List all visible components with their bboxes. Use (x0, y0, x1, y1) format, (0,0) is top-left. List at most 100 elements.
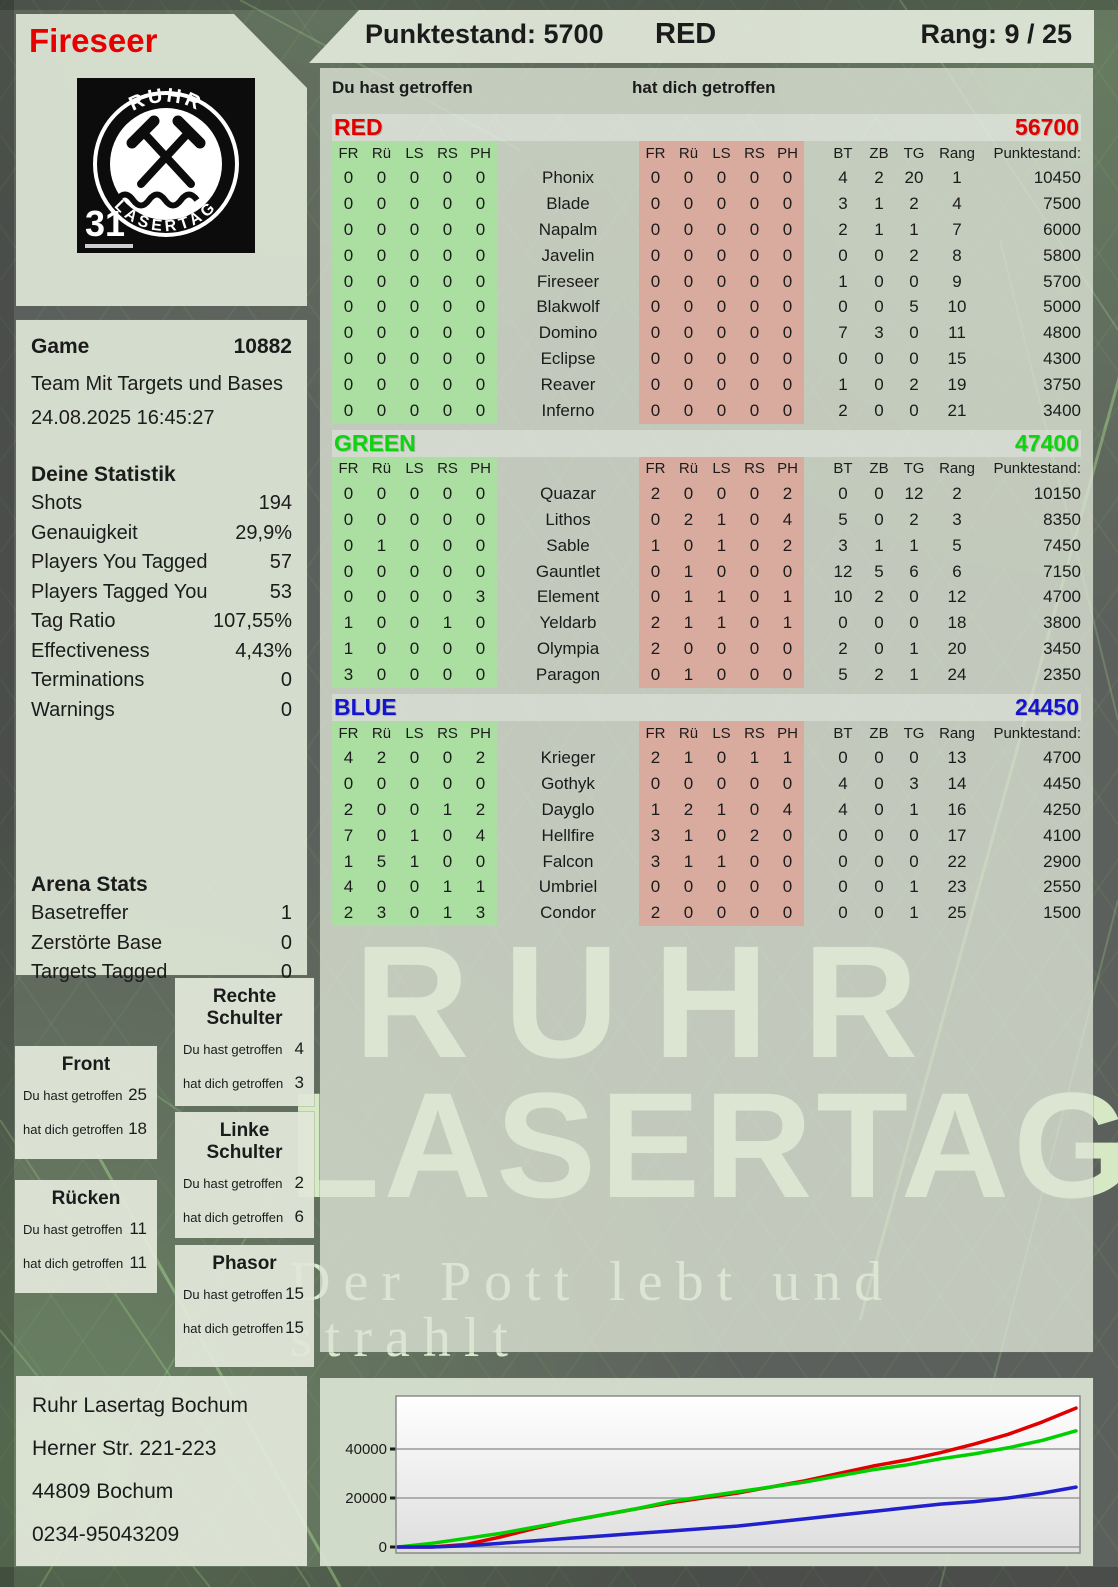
player-name: Fireseer (29, 22, 158, 59)
score-chart-panel: 0 20000 40000 (320, 1378, 1093, 1566)
dich-hit-cell: 0 (738, 480, 771, 507)
hit-column-header: LS (398, 721, 431, 746)
score-chart: 0 20000 40000 (345, 1395, 1081, 1556)
dich-hit-cell: 0 (672, 216, 705, 243)
dich-hit-cell: 1 (639, 532, 672, 559)
tg-cell: 1 (909, 903, 919, 923)
zb-cell: 2 (874, 587, 884, 607)
bt-cell: 2 (838, 639, 848, 659)
rang-cell: 3 (952, 509, 962, 529)
du-hast-getroffen-label: Du hast getroffen (332, 78, 473, 97)
bt-cell: 10 (833, 587, 853, 607)
punktestand-cell: 5700 (1043, 271, 1081, 291)
dich-hit-cell: 0 (639, 268, 672, 295)
du-hit-cell: 0 (332, 165, 365, 191)
du-hit-cell: 0 (332, 268, 365, 295)
rang-cell: 2 (952, 483, 962, 503)
du-hit-cell: 0 (365, 822, 398, 849)
player-row: 4 0 0 1 1 Umbriel 0 0 0 0 0 0 0 1 23 2550 (332, 874, 1081, 901)
du-hit-cell: 0 (398, 532, 431, 559)
bt-cell: 0 (838, 877, 848, 897)
rang-cell: 7 (952, 219, 962, 239)
du-hit-cell: 0 (365, 506, 398, 533)
dich-hit-cell: 0 (639, 506, 672, 533)
score-line-green (396, 1429, 1078, 1549)
zb-cell: 0 (874, 903, 884, 923)
zb-cell: 0 (874, 483, 884, 503)
dich-hit-cell: 0 (672, 165, 705, 191)
hit-column-header: Rü (365, 721, 398, 746)
hit-zone-front: Front Du hast getroffen 25 hat dich getro… (15, 1046, 157, 1159)
stat-column-header: ZB (869, 460, 889, 478)
player-row: 0 0 0 0 0 Blakwolf 0 0 0 0 0 0 0 5 10 5000 (332, 294, 1081, 321)
player-name-cell: Hellfire (541, 825, 595, 845)
rang-cell: 18 (947, 613, 967, 633)
rang-cell: 13 (947, 747, 967, 767)
player-name-cell: Falcon (542, 851, 594, 871)
du-hit-cell: 0 (332, 294, 365, 321)
dich-hit-cell: 0 (771, 874, 804, 901)
dich-hit-cell: 0 (771, 398, 804, 424)
du-hit-cell: 0 (464, 242, 497, 269)
hit-column-header: FR (332, 141, 365, 165)
dich-hit-cell: 1 (771, 584, 804, 611)
punktestand-cell: 10150 (1033, 483, 1081, 503)
player-name-cell: Inferno (541, 400, 595, 420)
tg-cell: 0 (909, 747, 919, 767)
zb-cell: 0 (874, 825, 884, 845)
rang-cell: 25 (947, 903, 967, 923)
du-hit-cell: 0 (464, 636, 497, 663)
player-row: 0 0 0 0 0 Gothyk 0 0 0 0 0 4 0 3 14 4450 (332, 770, 1081, 797)
dich-hit-cell: 0 (672, 874, 705, 901)
team-header: BLUE 24450 (332, 694, 1081, 722)
hit-column-header: FR (639, 456, 672, 481)
dich-hit-cell: 0 (705, 874, 738, 901)
tg-cell: 5 (909, 297, 919, 317)
hit-column-header: Rü (365, 456, 398, 481)
du-hit-cell: 0 (431, 636, 464, 663)
stat-row: Terminations 0 (31, 669, 292, 691)
du-hit-cell: 0 (464, 294, 497, 321)
hit-column-header: LS (398, 456, 431, 481)
bt-cell: 3 (838, 193, 848, 213)
punktestand-cell: 4300 (1043, 349, 1081, 369)
team-total: 24450 (1015, 694, 1079, 721)
bt-cell: 0 (838, 613, 848, 633)
bt-cell: 12 (833, 561, 853, 581)
du-hit-cell: 4 (332, 874, 365, 901)
dich-hit-cell: 3 (639, 822, 672, 849)
punktestand-cell: 5000 (1043, 297, 1081, 317)
player-name-cell: Element (536, 587, 600, 607)
stat-column-header: Rang (939, 460, 975, 478)
zb-cell: 0 (874, 639, 884, 659)
team-section-blue: BLUE 24450 FR Rü LS RS PH FR Rü LS RS PH BT ZB TG Rang P… (332, 694, 1081, 927)
dich-hit-cell: 0 (738, 796, 771, 823)
club-logo: RUHR LASERTAG 31 (77, 78, 255, 253)
du-hit-cell: 0 (398, 268, 431, 295)
punktestand-cell: 3400 (1043, 400, 1081, 420)
dich-hit-cell: 0 (705, 165, 738, 191)
du-hit-cell: 0 (332, 584, 365, 611)
badge-number: 31 (85, 203, 125, 244)
dich-hit-cell: 1 (705, 532, 738, 559)
dich-hit-cell: 2 (639, 480, 672, 507)
player-name-cell: Domino (538, 323, 598, 343)
dich-hit-cell: 0 (738, 294, 771, 321)
hit-zone-ruecken: Rücken Du hast getroffen 11 hat dich getr… (15, 1180, 157, 1293)
punktestand-cell: 4100 (1043, 825, 1081, 845)
du-hit-cell: 0 (431, 190, 464, 217)
hit-column-header: Rü (365, 141, 398, 165)
du-hit-cell: 0 (365, 480, 398, 507)
dich-hit-cell: 0 (771, 558, 804, 585)
bt-cell: 7 (838, 323, 848, 343)
du-hit-cell: 0 (365, 346, 398, 373)
dich-hit-cell: 0 (672, 900, 705, 927)
du-hit-cell: 1 (431, 610, 464, 637)
dich-hit-cell: 0 (672, 398, 705, 424)
du-hit-cell: 0 (464, 346, 497, 373)
stat-row: Warnings 0 (31, 698, 292, 721)
hit-column-header: FR (639, 721, 672, 746)
dich-hit-cell: 1 (672, 822, 705, 849)
punktestand-column-header: Punktestand: (993, 144, 1081, 162)
dich-hit-cell: 0 (771, 900, 804, 927)
